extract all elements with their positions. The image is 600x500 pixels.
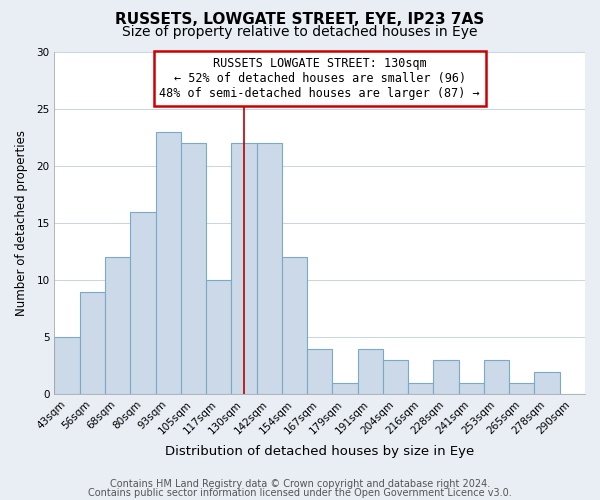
Bar — [257, 143, 282, 395]
Bar — [80, 292, 105, 395]
Bar — [408, 383, 433, 394]
Bar — [231, 143, 257, 395]
Bar — [383, 360, 408, 394]
Bar — [206, 280, 231, 394]
Bar — [55, 338, 80, 394]
Bar — [181, 143, 206, 395]
Bar — [458, 383, 484, 394]
Bar — [130, 212, 155, 394]
Bar — [282, 258, 307, 394]
Bar — [105, 258, 130, 394]
Text: Contains HM Land Registry data © Crown copyright and database right 2024.: Contains HM Land Registry data © Crown c… — [110, 479, 490, 489]
Bar — [535, 372, 560, 394]
X-axis label: Distribution of detached houses by size in Eye: Distribution of detached houses by size … — [165, 444, 475, 458]
Bar — [307, 348, 332, 395]
Bar — [358, 348, 383, 395]
Bar — [433, 360, 458, 394]
Bar — [332, 383, 358, 394]
Text: Contains public sector information licensed under the Open Government Licence v3: Contains public sector information licen… — [88, 488, 512, 498]
Bar — [484, 360, 509, 394]
Y-axis label: Number of detached properties: Number of detached properties — [15, 130, 28, 316]
Text: RUSSETS, LOWGATE STREET, EYE, IP23 7AS: RUSSETS, LOWGATE STREET, EYE, IP23 7AS — [115, 12, 485, 28]
Bar — [155, 132, 181, 394]
Text: Size of property relative to detached houses in Eye: Size of property relative to detached ho… — [122, 25, 478, 39]
Text: RUSSETS LOWGATE STREET: 130sqm
← 52% of detached houses are smaller (96)
48% of : RUSSETS LOWGATE STREET: 130sqm ← 52% of … — [160, 56, 480, 100]
Bar — [509, 383, 535, 394]
